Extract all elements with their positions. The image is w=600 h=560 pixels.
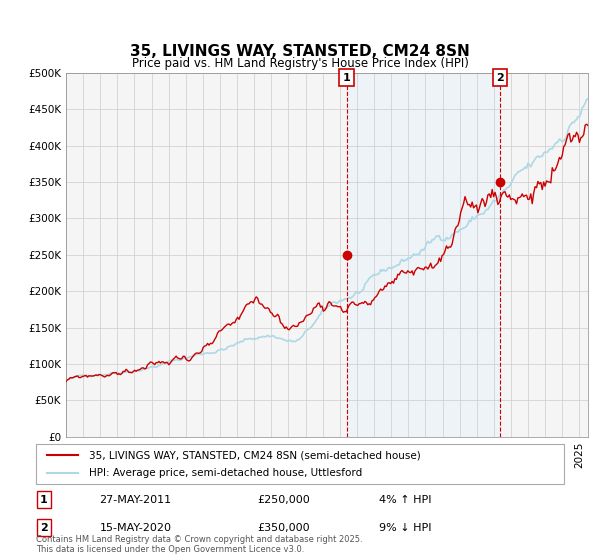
Bar (347, 73, 500, 437)
Text: HPI: Average price, semi-detached house, Uttlesford: HPI: Average price, semi-detached house,… (89, 468, 362, 478)
Text: 2: 2 (496, 73, 504, 83)
Text: 4% ↑ HPI: 4% ↑ HPI (379, 495, 432, 505)
Text: 1: 1 (40, 495, 48, 505)
Text: 35, LIVINGS WAY, STANSTED, CM24 8SN (semi-detached house): 35, LIVINGS WAY, STANSTED, CM24 8SN (sem… (89, 450, 421, 460)
Text: 2: 2 (40, 522, 48, 533)
FancyBboxPatch shape (36, 444, 564, 484)
Text: Contains HM Land Registry data © Crown copyright and database right 2025.
This d: Contains HM Land Registry data © Crown c… (36, 535, 362, 554)
Text: £350,000: £350,000 (258, 522, 310, 533)
Text: 35, LIVINGS WAY, STANSTED, CM24 8SN: 35, LIVINGS WAY, STANSTED, CM24 8SN (130, 44, 470, 59)
Text: 15-MAY-2020: 15-MAY-2020 (100, 522, 172, 533)
Text: £250,000: £250,000 (258, 495, 311, 505)
Text: 27-MAY-2011: 27-MAY-2011 (100, 495, 172, 505)
Text: 1: 1 (343, 73, 350, 83)
Text: Price paid vs. HM Land Registry's House Price Index (HPI): Price paid vs. HM Land Registry's House … (131, 57, 469, 70)
Text: 9% ↓ HPI: 9% ↓ HPI (379, 522, 432, 533)
